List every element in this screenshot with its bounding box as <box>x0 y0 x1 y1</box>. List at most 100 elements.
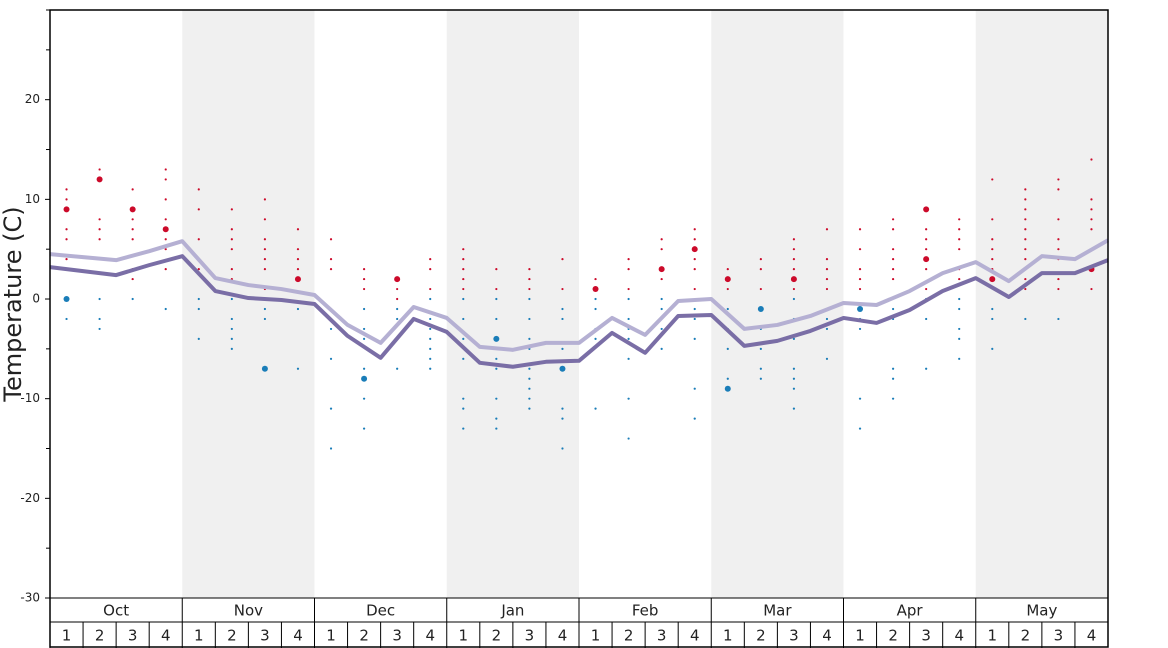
dot <box>627 397 630 400</box>
dot <box>594 277 597 281</box>
dot <box>991 238 994 241</box>
dot <box>98 238 101 241</box>
dot <box>891 268 895 271</box>
dot <box>757 305 764 312</box>
dot <box>660 307 663 311</box>
dot <box>495 357 498 360</box>
dot <box>329 238 333 241</box>
month-label: Dec <box>366 602 395 620</box>
dot <box>989 276 996 283</box>
dot <box>726 347 729 350</box>
week-label: 3 <box>789 627 799 645</box>
plot-frame <box>49 9 1109 648</box>
dot <box>759 367 762 370</box>
dot <box>230 347 233 350</box>
dot <box>792 407 796 410</box>
dot <box>825 327 829 331</box>
week-label: 4 <box>558 627 568 645</box>
dot <box>263 317 267 321</box>
y-tick-label: -30 <box>20 591 40 605</box>
dot <box>991 218 994 221</box>
dot <box>495 297 498 301</box>
week-label: 4 <box>161 627 171 645</box>
dot <box>726 307 729 311</box>
dot <box>131 297 134 301</box>
dot <box>1057 188 1060 191</box>
dot <box>1024 238 1027 241</box>
dot <box>131 238 134 241</box>
dot <box>429 258 432 261</box>
dot <box>1090 228 1093 231</box>
dot <box>1024 208 1027 211</box>
dot <box>263 268 267 271</box>
dot <box>462 397 465 400</box>
dot <box>396 317 399 321</box>
dot <box>660 277 663 281</box>
dot <box>825 258 829 261</box>
dot <box>660 347 663 350</box>
dot <box>230 248 233 251</box>
dot <box>429 337 432 340</box>
dot <box>396 297 399 301</box>
dot <box>462 427 465 430</box>
week-label: 2 <box>95 627 105 645</box>
month-band <box>182 10 315 598</box>
dot <box>396 307 399 311</box>
dot <box>98 317 101 321</box>
dot <box>958 327 961 331</box>
dot <box>991 317 994 321</box>
dot <box>991 347 994 350</box>
dot <box>65 188 68 191</box>
dot <box>528 397 531 400</box>
dot <box>1057 218 1060 221</box>
dot <box>263 238 267 241</box>
dot <box>891 248 895 251</box>
dot <box>296 248 300 251</box>
week-label: 2 <box>756 627 766 645</box>
dot <box>559 365 566 372</box>
dot <box>164 178 167 181</box>
dot <box>958 218 961 221</box>
dot <box>462 317 465 321</box>
dot <box>362 337 366 340</box>
dot <box>164 248 167 251</box>
dot <box>627 287 630 291</box>
week-label: 3 <box>657 627 667 645</box>
week-label: 3 <box>392 627 402 645</box>
dot <box>1057 248 1060 251</box>
dot <box>429 327 432 331</box>
dot <box>825 317 829 321</box>
week-label: 2 <box>1021 627 1031 645</box>
dot <box>462 337 465 340</box>
dot <box>660 238 663 241</box>
temperature-line <box>49 254 1109 369</box>
dot <box>129 206 136 213</box>
y-tick-label: 10 <box>25 192 40 206</box>
dot <box>958 228 961 231</box>
dot <box>660 297 663 301</box>
dot <box>1024 287 1027 291</box>
dot <box>627 317 630 321</box>
dot <box>561 447 564 450</box>
dot <box>230 238 233 241</box>
dot <box>627 357 630 360</box>
dot <box>462 258 465 261</box>
dot <box>394 276 401 283</box>
dot <box>528 407 531 410</box>
dot <box>164 238 167 241</box>
dot <box>164 198 167 201</box>
dot <box>263 218 267 221</box>
axes-layer: Oct 1 2 3 4 Nov 1 2 3 4 Dec 1 2 3 4 Jan 1 2 3 4 Feb 1 2 3 4 Mar 1 2… <box>20 9 1109 648</box>
dot <box>131 277 134 281</box>
dot <box>65 198 68 201</box>
dot <box>96 176 103 183</box>
dot <box>98 327 101 331</box>
dot <box>693 417 696 420</box>
dot <box>594 307 597 311</box>
month-label: Mar <box>763 602 792 620</box>
dot <box>891 228 895 231</box>
dot <box>693 287 696 291</box>
dot <box>131 228 134 231</box>
dot <box>792 268 796 271</box>
dot <box>528 387 531 390</box>
